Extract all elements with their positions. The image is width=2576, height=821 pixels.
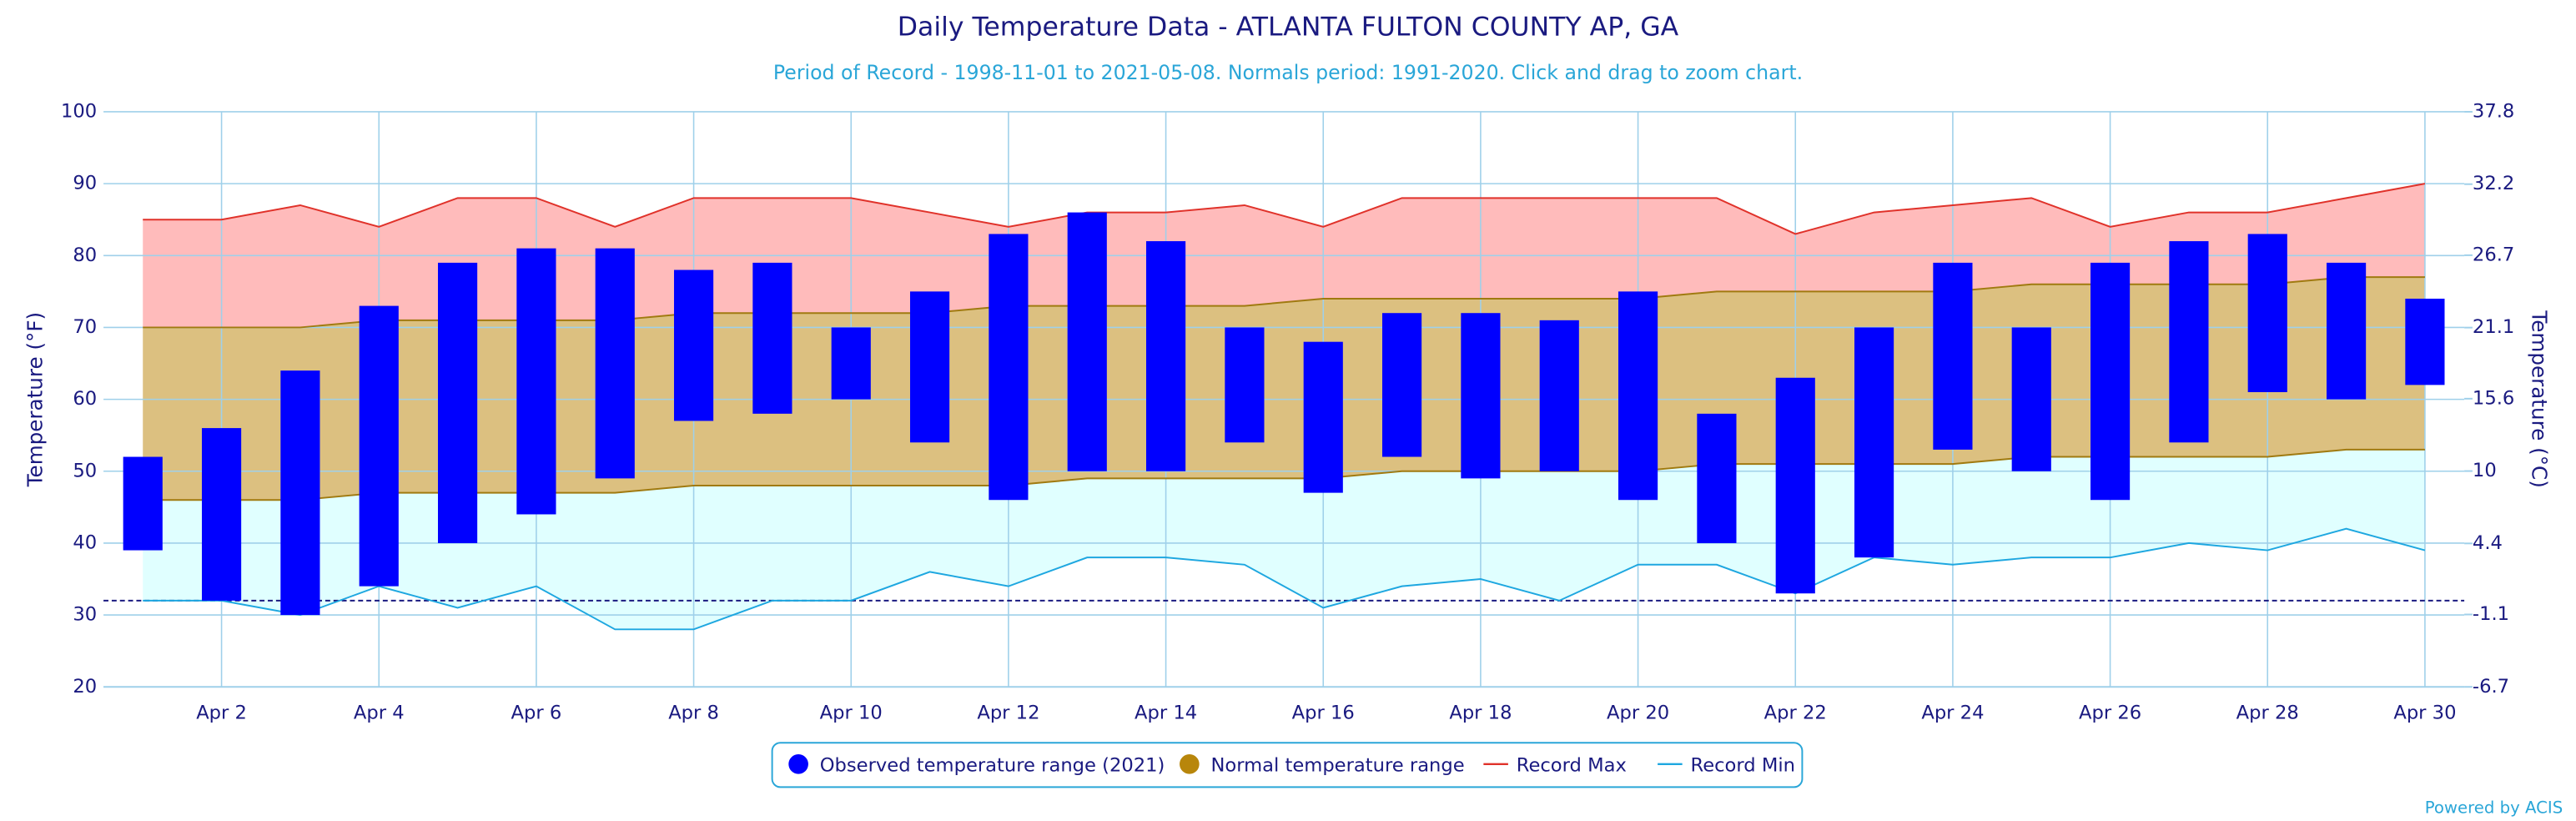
legend-label: Normal temperature range [1210,754,1464,776]
observed-bar [1145,241,1186,471]
y2-tick-label: 26.7 [2473,244,2514,265]
observed-bar [1933,262,1973,450]
x-tick-label: Apr 14 [1135,702,1197,723]
legend-label: Record Max [1517,754,1627,776]
x-tick-label: Apr 22 [1764,702,1827,723]
observed-bar [1381,313,1422,457]
observed-bar [831,327,871,400]
legend-label: Record Min [1691,754,1796,776]
record-line [143,527,2426,631]
y2-tick-label: 21.1 [2473,316,2514,338]
observed-bar [1854,327,1894,558]
y2-axis-label: Temperature (°C) [2528,310,2552,487]
observed-bar [2090,262,2131,501]
observed-bar [1618,291,1658,501]
legend-box [771,742,1804,788]
observed-bar [123,456,163,551]
y-tick-label: 70 [73,316,97,338]
y-tick-label: 30 [73,604,97,626]
observed-bar [516,248,556,515]
observed-bar [1225,327,1265,443]
observed-bar [673,269,714,421]
observed-bar [595,248,635,479]
observed-bar [1775,377,1815,594]
observed-bar [1303,341,1343,493]
observed-bar [1461,313,1501,479]
chart-subtitle: Period of Record - 1998-11-01 to 2021-05… [773,61,1803,84]
y2-tick-label: 37.8 [2473,100,2514,122]
y-tick-label: 40 [73,531,97,553]
x-tick-label: Apr 16 [1292,702,1355,723]
observed-bar [2326,262,2367,400]
observed-bar [2169,241,2209,443]
y-tick-label: 20 [73,676,97,698]
y2-tick-label: -1.1 [2473,603,2509,625]
x-tick-label: Apr 4 [354,702,405,723]
y-tick-label: 60 [73,388,97,410]
x-tick-label: Apr 26 [2079,702,2141,723]
y-tick-label: 100 [61,100,97,122]
observed-bar [752,262,792,414]
y2-tick-label: 10 [2473,460,2497,481]
y-tick-label: 80 [73,244,97,266]
x-tick-label: Apr 12 [977,702,1039,723]
x-tick-label: Apr 30 [2393,702,2456,723]
x-tick-label: Apr 10 [820,702,883,723]
observed-bar [2247,234,2287,392]
observed-bar [1539,320,1579,471]
observed-bar [359,305,399,587]
x-tick-label: Apr 6 [511,702,562,723]
observed-bar [201,428,242,601]
legend-label: Observed temperature range (2021) [820,754,1165,776]
x-tick-label: Apr 8 [668,702,719,723]
y2-tick-label: 15.6 [2473,387,2514,409]
legend-swatch [1180,753,1200,774]
x-tick-label: Apr 2 [196,702,247,723]
legend-swatch [788,753,808,774]
observed-bar [437,262,478,543]
y-axis-label: Temperature (°F) [23,312,47,487]
x-tick-label: Apr 20 [1607,702,1669,723]
footer-credit[interactable]: Powered by ACIS [2425,798,2563,817]
observed-bar [280,370,320,616]
y2-tick-label: 32.2 [2473,173,2514,194]
y2-tick-label: 4.4 [2473,532,2503,554]
x-tick-label: Apr 18 [1449,702,1512,723]
observed-bar [989,234,1029,501]
observed-bar [1067,212,1107,471]
x-tick-label: Apr 24 [1921,702,1984,723]
observed-bar [2405,298,2445,385]
y-tick-label: 50 [73,460,97,481]
y2-tick-label: -6.7 [2473,676,2509,698]
record-line [143,183,2426,235]
y-tick-label: 90 [73,173,97,194]
observed-bar [1697,413,1737,543]
observed-bar [2011,327,2051,471]
x-tick-label: Apr 28 [2236,702,2299,723]
chart-title: Daily Temperature Data - ATLANTA FULTON … [898,13,1679,43]
observed-bar [909,291,950,443]
